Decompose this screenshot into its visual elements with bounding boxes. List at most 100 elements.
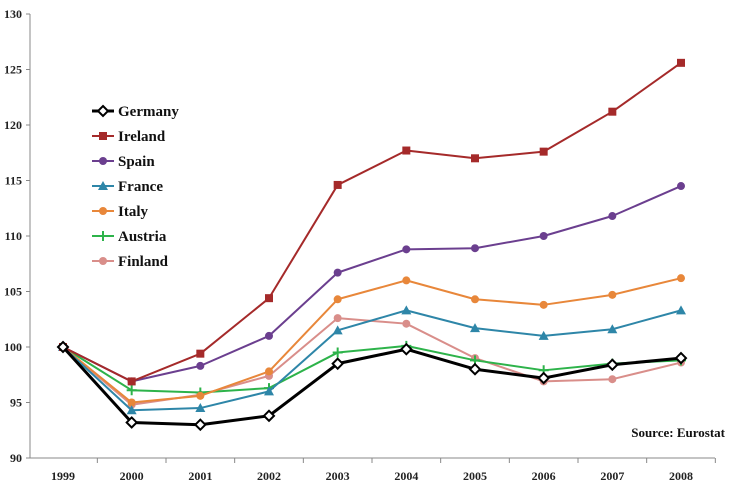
data-point-ireland (402, 146, 411, 155)
data-point-france (126, 405, 137, 415)
legend-swatch-marker (98, 181, 108, 190)
legend-label: Spain (118, 154, 155, 170)
legend-label: Ireland (118, 129, 166, 145)
y-tick-label: 115 (5, 174, 22, 188)
data-point-spain (265, 331, 273, 340)
data-point-germany (331, 357, 345, 371)
x-tick-label: 2004 (394, 469, 418, 483)
legend-label: Germany (118, 104, 179, 120)
data-point-italy (333, 295, 342, 304)
data-point-france (401, 305, 412, 315)
x-tick-label: 2007 (600, 469, 624, 483)
series-line-ireland (62, 62, 682, 383)
x-tick-label: 2000 (120, 469, 144, 483)
data-point-ireland (333, 180, 342, 189)
data-point-spain (196, 361, 205, 370)
series-germany (56, 340, 688, 432)
y-tick-label: 110 (5, 229, 22, 243)
legend-swatch-marker (99, 132, 107, 140)
data-point-spain (539, 232, 548, 240)
y-tick-label: 105 (4, 285, 22, 299)
x-tick-label: 2005 (463, 469, 487, 483)
y-tick-label: 100 (4, 340, 22, 354)
data-point-france (676, 305, 686, 315)
legend-swatch-marker (98, 231, 108, 241)
data-point-italy (265, 367, 273, 376)
data-point-germany (537, 371, 551, 385)
x-tick-label: 1999 (51, 469, 75, 483)
data-point-ireland (127, 377, 136, 386)
x-tick-label: 2003 (326, 469, 350, 483)
axes: 90 95 100 105 110 115 120 125 130 1999 2000 2001 200… (4, 7, 716, 483)
data-point-germany (262, 409, 276, 423)
data-point-finland (608, 375, 617, 384)
series-line-france (62, 309, 682, 412)
data-point-france (195, 403, 206, 413)
legend-item-spain: Spain (92, 154, 155, 170)
legend-item-france: France (92, 179, 163, 195)
data-point-italy (677, 274, 685, 283)
data-point-france (607, 324, 618, 334)
y-tick-label: 130 (4, 7, 22, 21)
data-point-ireland (471, 154, 479, 163)
legend-item-finland: Finland (92, 254, 169, 270)
x-tick-label: 2008 (669, 469, 693, 483)
data-point-italy (402, 276, 411, 285)
data-point-germany (468, 362, 482, 376)
data-point-germany (605, 358, 619, 372)
series-italy (59, 274, 685, 407)
x-tick-label: 2002 (257, 469, 281, 483)
data-point-austria (126, 385, 137, 396)
data-point-germany (125, 416, 139, 429)
data-point-ireland (677, 58, 685, 67)
legend-swatch-marker (99, 257, 107, 265)
series-line-italy (62, 277, 682, 404)
data-point-finland (402, 319, 411, 328)
data-point-germany (674, 351, 688, 365)
data-point-italy (196, 391, 205, 400)
x-tick-label: 2001 (188, 469, 212, 483)
y-tick-label: 90 (10, 451, 22, 465)
data-point-ireland (196, 349, 205, 358)
legend-item-italy: Italy (92, 204, 149, 220)
series-finland (59, 314, 685, 409)
series-line-spain (62, 185, 682, 383)
data-point-finland (333, 314, 342, 323)
legend: Germany Ireland Spain France Italy Austria Fin… (92, 104, 179, 270)
data-point-italy (471, 295, 479, 304)
data-point-france (264, 386, 274, 396)
y-tick-label: 95 (10, 396, 22, 410)
data-point-spain (677, 182, 685, 191)
data-point-spain (333, 268, 342, 277)
legend-swatch-marker (96, 104, 110, 118)
series-line-austria (62, 344, 682, 394)
data-point-spain (608, 212, 617, 221)
legend-swatch-marker (99, 157, 107, 165)
data-point-ireland (265, 294, 273, 303)
data-point-ireland (608, 107, 617, 116)
source-note: Source: Eurostat (631, 425, 725, 440)
data-point-germany (56, 340, 70, 354)
data-point-italy (539, 300, 548, 309)
data-point-france (470, 323, 480, 333)
x-tick-label: 2006 (532, 469, 556, 483)
series-lines (56, 58, 688, 432)
data-point-germany (399, 342, 413, 356)
data-point-france (538, 330, 549, 340)
legend-item-germany: Germany (92, 104, 179, 120)
data-point-spain (402, 245, 411, 254)
legend-label: Austria (118, 229, 167, 245)
data-point-france (332, 325, 343, 335)
data-point-ireland (539, 147, 548, 156)
legend-item-ireland: Ireland (92, 129, 166, 145)
data-point-italy (608, 290, 617, 299)
legend-swatch-marker (99, 207, 107, 215)
legend-label: Finland (118, 254, 169, 270)
data-point-spain (471, 244, 479, 253)
y-tick-label: 125 (4, 63, 22, 77)
data-point-austria (332, 347, 343, 358)
data-point-germany (193, 418, 207, 432)
y-tick-label: 120 (4, 118, 22, 132)
